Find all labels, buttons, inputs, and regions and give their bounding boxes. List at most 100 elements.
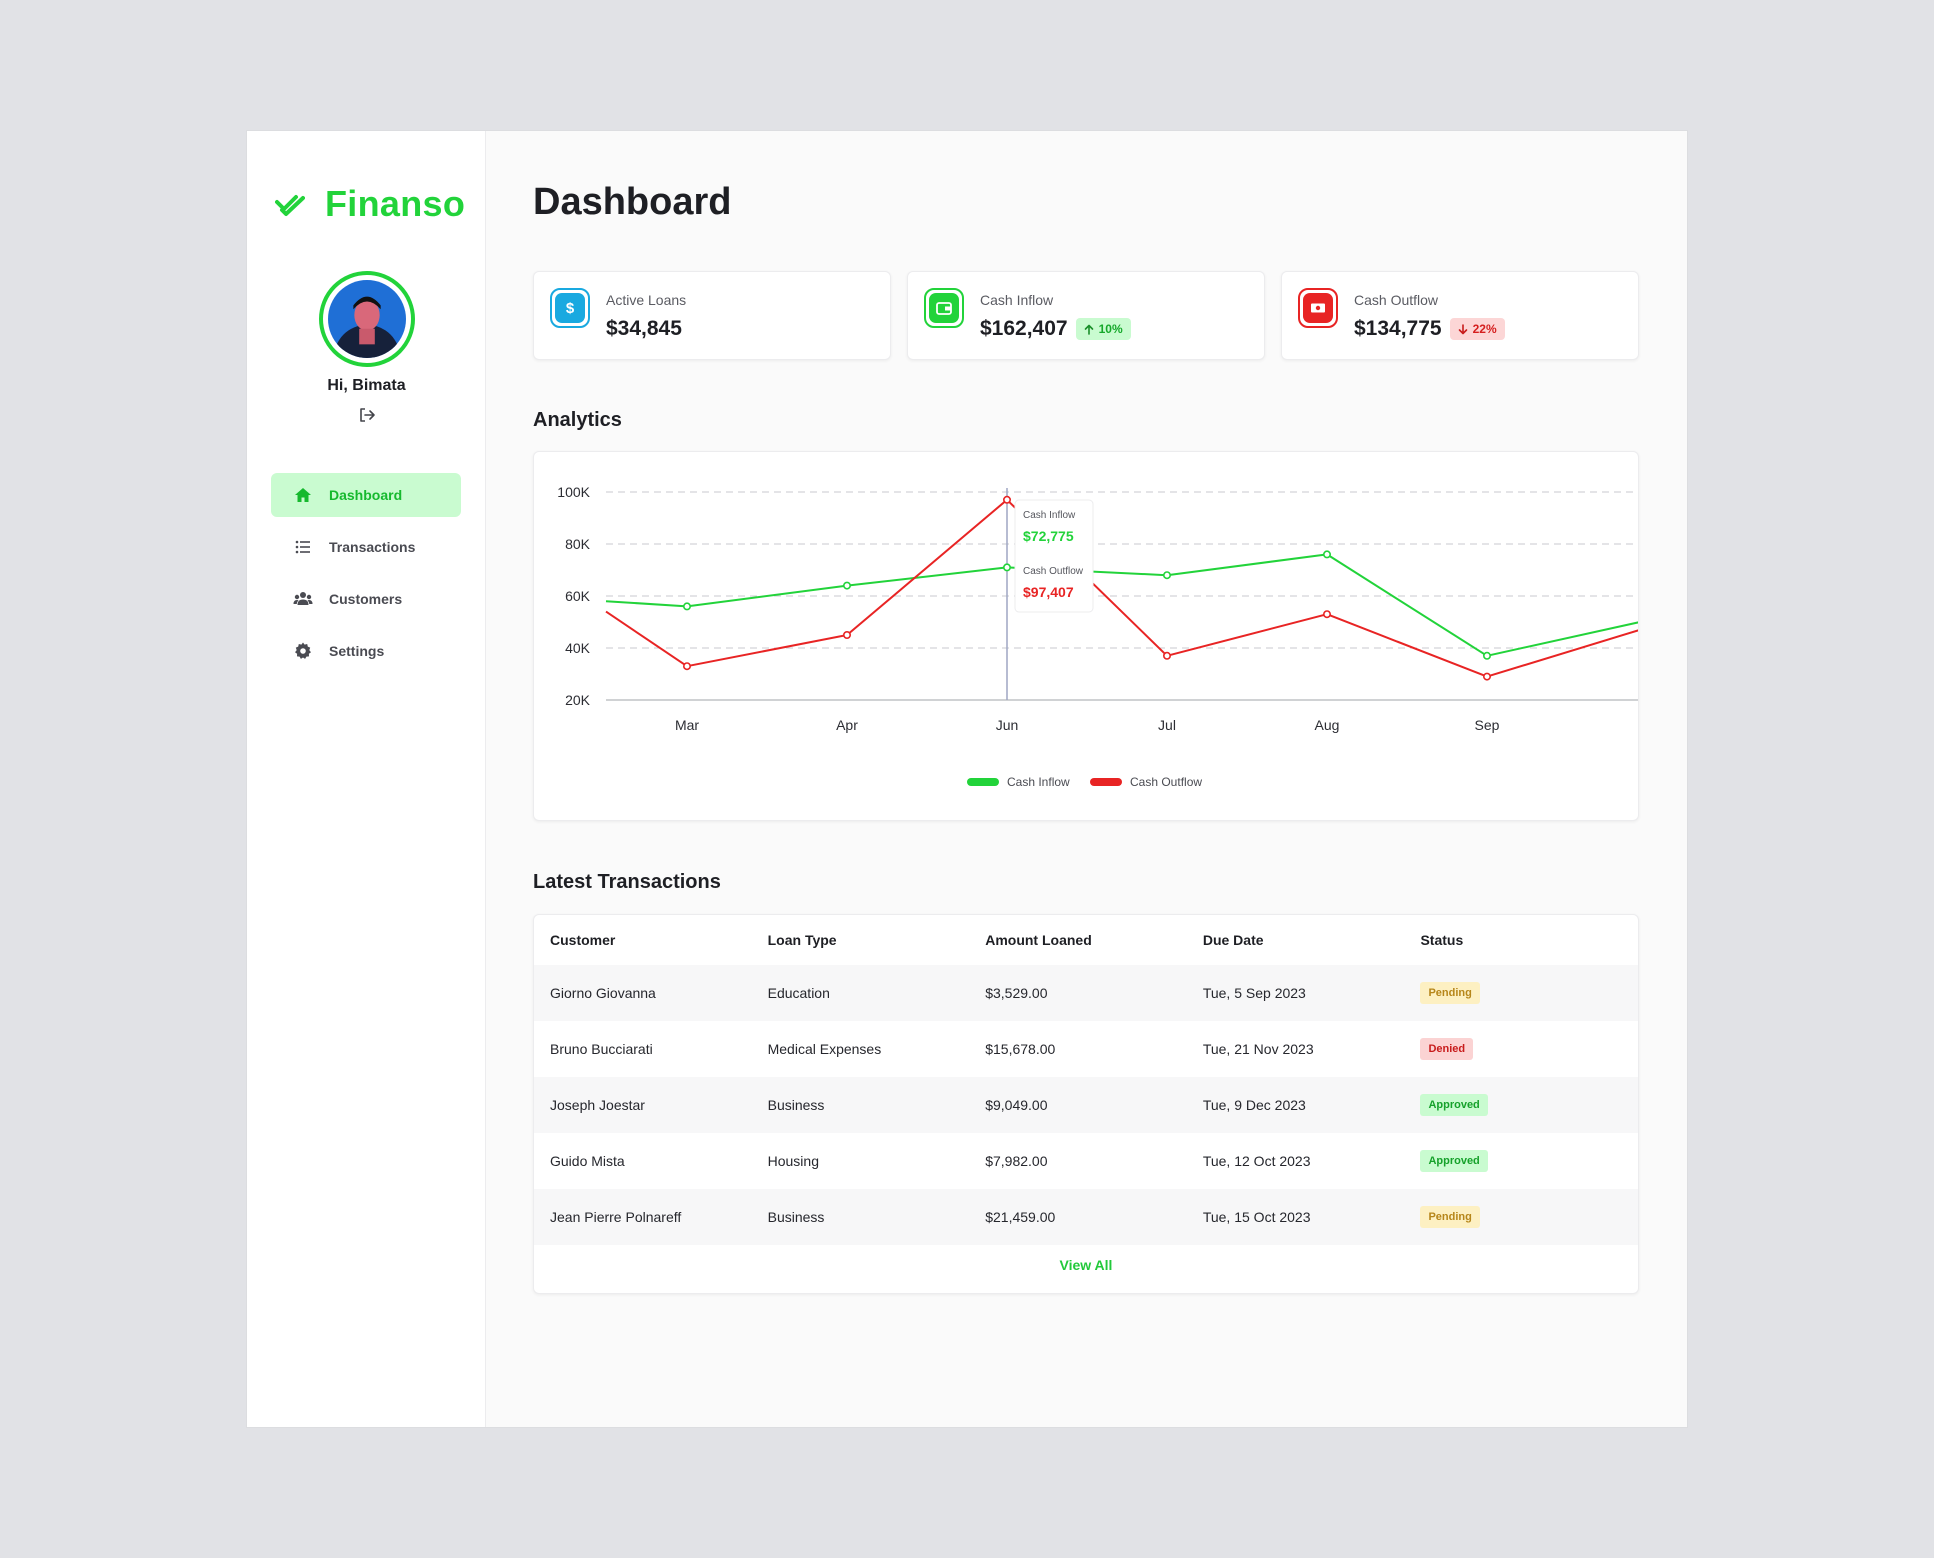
cash-outflow-point [683, 662, 692, 671]
cash-inflow-point [1002, 563, 1011, 572]
stat-value: $34,845 [606, 317, 682, 340]
cash-outflow-point [1322, 610, 1331, 619]
transactions-title: Latest Transactions [533, 871, 721, 893]
sidebar-item-customers[interactable]: Customers [271, 577, 461, 621]
stat-cards: $ Active Loans $34,845 Cash Inflow $162,… [533, 271, 1639, 360]
analytics-title: Analytics [533, 409, 622, 431]
column-header[interactable]: Customer [550, 932, 616, 948]
y-tick-label: 80K [565, 536, 591, 552]
table-row[interactable]: Joseph Joestar Business $9,049.00 Tue, 9… [534, 1077, 1638, 1133]
avatar[interactable] [319, 271, 415, 367]
stat-value: $134,775 [1354, 317, 1442, 340]
amount-cell: $7,982.00 [985, 1153, 1048, 1169]
loan-type-cell: Business [767, 1097, 825, 1113]
cash-inflow-point [683, 602, 692, 611]
change-badge: 22% [1449, 318, 1505, 340]
sidebar-item-label: Dashboard [329, 487, 403, 503]
cash-inflow-point [1482, 651, 1491, 660]
arrow-down-icon [1458, 323, 1467, 334]
tooltip-inflow-value: $72,775 [1023, 528, 1074, 544]
loan-type-cell: Business [767, 1209, 825, 1225]
loan-type-cell: Medical Expenses [767, 1041, 882, 1057]
loan-type-cell: Housing [767, 1153, 819, 1169]
brand-logo[interactable]: Finanso [275, 183, 465, 225]
stat-card-cash-inflow[interactable]: Cash Inflow $162,407 10% [907, 271, 1265, 360]
cash-outflow-line [605, 498, 1638, 678]
sidebar-item-transactions[interactable]: Transactions [271, 525, 461, 569]
tooltip-outflow-label: Cash Outflow [1023, 566, 1084, 577]
stat-card-active-loans[interactable]: $ Active Loans $34,845 [533, 271, 891, 360]
column-header[interactable]: Loan Type [767, 932, 837, 948]
cash-inflow-point [1162, 571, 1171, 580]
cash-outflow-point [1002, 495, 1011, 504]
tooltip-outflow-value: $97,407 [1023, 584, 1074, 600]
sidebar-item-settings[interactable]: Settings [271, 629, 461, 673]
status-badge: Pending [1420, 1206, 1480, 1228]
customer-cell: Joseph Joestar [550, 1097, 645, 1113]
table-row[interactable]: Guido Mista Housing $7,982.00 Tue, 12 Oc… [534, 1133, 1638, 1189]
stat-label: Cash Inflow [980, 292, 1054, 308]
customer-cell: Giorno Giovanna [550, 985, 656, 1001]
customer-cell: Guido Mista [550, 1153, 625, 1169]
page-title: Dashboard [533, 181, 732, 223]
sidebar-item-label: Transactions [329, 539, 416, 555]
column-header[interactable]: Due Date [1202, 932, 1264, 948]
user-greeting: Hi, Bimata [327, 377, 406, 394]
sidebar-nav: Dashboard Transactions Customers [271, 473, 461, 681]
change-value: 10% [1098, 322, 1123, 336]
status-badge: Approved [1420, 1094, 1488, 1116]
sidebar-item-dashboard[interactable]: Dashboard [271, 473, 461, 517]
y-tick-label: 100K [557, 484, 590, 500]
status-badge: Pending [1420, 982, 1480, 1004]
customer-cell: Jean Pierre Polnareff [550, 1209, 682, 1225]
transactions-table: Customer Loan Type Amount Loaned Due Dat… [533, 914, 1639, 1294]
logout-icon[interactable] [357, 405, 377, 425]
column-header[interactable]: Amount Loaned [985, 932, 1092, 948]
svg-text:$: $ [566, 300, 575, 317]
y-tick-label: 60K [565, 588, 591, 604]
banknote-icon [1298, 288, 1338, 328]
stat-value: $162,407 [980, 317, 1068, 340]
x-tick-label: Sep [1475, 717, 1500, 733]
x-tick-label: Mar [675, 717, 699, 733]
view-all-link[interactable]: View All [1059, 1257, 1113, 1273]
legend-label: Cash Inflow [1007, 775, 1070, 789]
tooltip-inflow-label: Cash Inflow [1023, 510, 1076, 521]
legend-swatch-inflow [967, 778, 999, 786]
amount-cell: $21,459.00 [985, 1209, 1056, 1225]
analytics-chart: 100K 80K 60K 40K 20K Mar Apr Jun Jul Aug Sep Cash I… [533, 451, 1639, 821]
table-row[interactable]: Giorno Giovanna Education $3,529.00 Tue,… [534, 965, 1638, 1021]
arrow-up-icon [1084, 324, 1093, 335]
x-tick-label: Aug [1315, 717, 1340, 733]
due-date-cell: Tue, 12 Oct 2023 [1202, 1153, 1311, 1169]
list-icon [295, 540, 310, 554]
amount-cell: $15,678.00 [985, 1041, 1056, 1057]
app-window: Finanso Hi, Bimata Dashboard [246, 130, 1688, 1428]
due-date-cell: Tue, 5 Sep 2023 [1202, 985, 1306, 1001]
cash-inflow-point [1322, 550, 1331, 559]
loan-type-cell: Education [767, 985, 830, 1001]
table-row[interactable]: Bruno Bucciarati Medical Expenses $15,67… [534, 1021, 1638, 1077]
sidebar: Finanso Hi, Bimata Dashboard [247, 131, 486, 1427]
x-tick-label: Apr [836, 717, 858, 733]
stat-card-cash-outflow[interactable]: Cash Outflow $134,775 22% [1281, 271, 1639, 360]
change-badge: 10% [1075, 318, 1131, 340]
sidebar-item-label: Customers [329, 591, 403, 607]
home-icon [295, 488, 311, 502]
chart-tooltip [1014, 499, 1094, 613]
users-icon [293, 592, 313, 605]
legend-swatch-outflow [1090, 778, 1122, 786]
column-header[interactable]: Status [1420, 932, 1464, 948]
y-tick-label: 40K [565, 640, 591, 656]
check-logo-icon [275, 195, 305, 216]
main-content: Dashboard $ Active Loans $34,845 Cash In… [486, 131, 1687, 1427]
y-tick-label: 20K [565, 692, 591, 708]
cash-outflow-point [1482, 672, 1491, 681]
due-date-cell: Tue, 9 Dec 2023 [1202, 1097, 1306, 1113]
table-row[interactable]: Jean Pierre Polnareff Business $21,459.0… [534, 1189, 1638, 1245]
sidebar-item-label: Settings [329, 643, 385, 659]
brand-name: Finanso [325, 183, 466, 224]
cash-inflow-point [842, 581, 851, 590]
due-date-cell: Tue, 15 Oct 2023 [1202, 1209, 1311, 1225]
status-badge: Approved [1420, 1150, 1488, 1172]
